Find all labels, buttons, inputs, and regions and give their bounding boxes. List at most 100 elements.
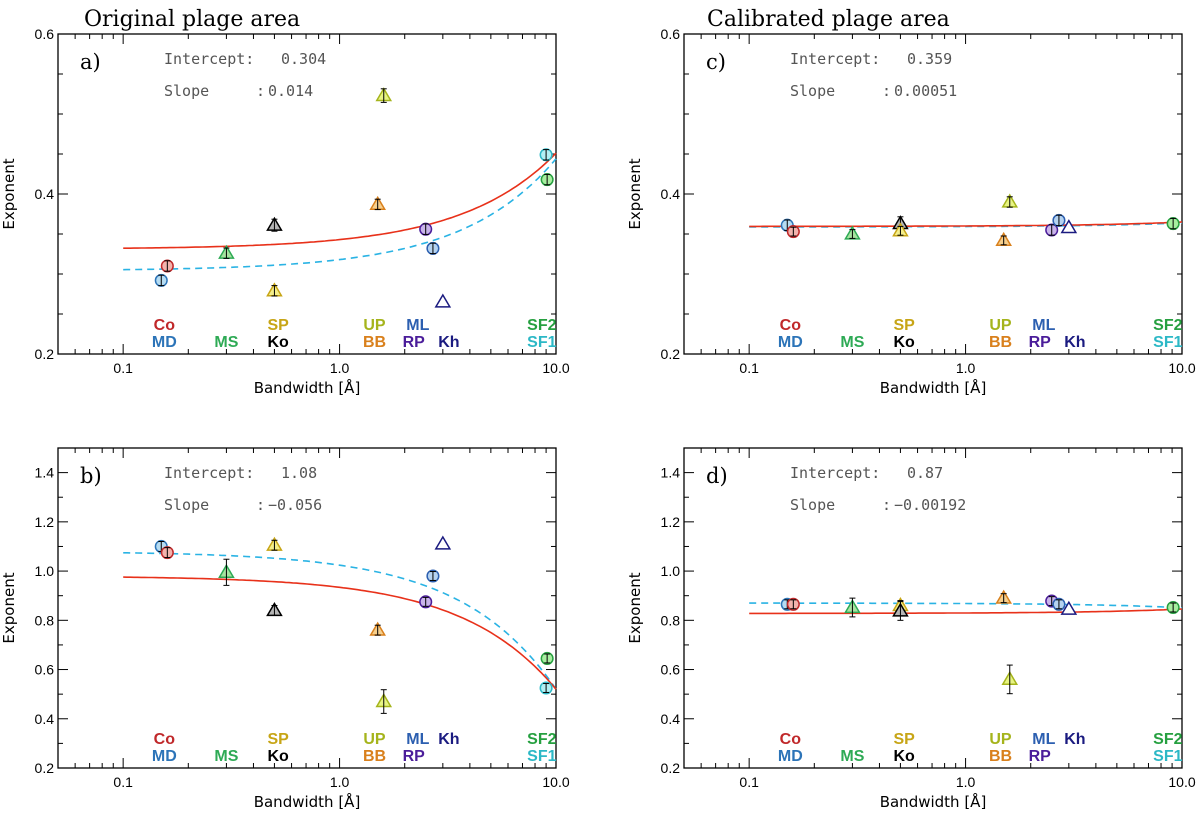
fit-curve-solid — [749, 608, 1183, 615]
instrument-label-SF2: SF2 — [1153, 317, 1182, 334]
y-tick-label: 0.2 — [35, 346, 55, 362]
y-tick-label: 1.4 — [661, 465, 681, 481]
data-point-Ko — [266, 601, 283, 617]
instrument-label-ML: ML — [406, 317, 429, 334]
fit-curve-dashed — [749, 602, 1183, 609]
y-tick-label: 0.6 — [35, 662, 55, 678]
intercept-label: Intercept: — [790, 464, 880, 482]
x-tick-label: 0.1 — [739, 360, 759, 376]
instrument-label-BB: BB — [989, 334, 1012, 351]
instrument-label-BB: BB — [989, 748, 1012, 765]
data-point-Kh — [434, 293, 452, 308]
instrument-label-RP: RP — [1029, 748, 1052, 765]
data-point-UP — [1001, 193, 1019, 208]
slope-value: 0.014 — [268, 82, 313, 100]
data-point-MS — [218, 558, 235, 586]
point-marker — [434, 535, 452, 550]
intercept-value: 0.87 — [907, 464, 943, 482]
data-point-SP — [266, 536, 283, 551]
instrument-label-MD: MD — [152, 748, 177, 765]
instrument-label-UP: UP — [989, 317, 1012, 334]
instrument-label-ML: ML — [406, 731, 429, 748]
x-axis-label: Bandwidth [Å] — [880, 378, 987, 397]
y-tick-label: 1.2 — [35, 514, 55, 530]
data-point-SP — [892, 222, 909, 237]
instrument-label-MS: MS — [214, 748, 238, 765]
instrument-label-Kh: Kh — [1064, 731, 1085, 748]
instrument-label-SP: SP — [267, 317, 289, 334]
plot-frame — [683, 447, 1183, 769]
data-point-SF2 — [540, 173, 554, 187]
instrument-label-ML: ML — [1032, 317, 1055, 334]
panel-a: 0.1 1.0 10.0 0.2 0.4 0.6 Bandwidth [Å] Exponent… — [0, 26, 570, 397]
instrument-label-Ko: Ko — [267, 748, 289, 765]
y-tick-label: 1.0 — [35, 563, 55, 579]
panel-label: a) — [80, 50, 101, 74]
x-tick-label: 1.0 — [956, 774, 976, 790]
slope-label: Slope — [164, 82, 209, 100]
data-point-UP — [375, 689, 393, 714]
instrument-label-RP: RP — [403, 334, 426, 351]
y-tick-label: 0.4 — [35, 711, 55, 727]
instrument-label-MD: MD — [152, 334, 177, 351]
data-point-Co — [786, 597, 800, 611]
instrument-label-SF1: SF1 — [1153, 748, 1182, 765]
y-tick-label: 0.2 — [661, 346, 681, 362]
data-point-ML — [426, 569, 440, 583]
data-point-RP — [1045, 223, 1059, 237]
fit-curve-dashed — [123, 552, 557, 690]
panel-d: 0.1 1.0 10.0 0.2 0.4 0.6 0.8 1.0 1.2 1.4 Bandwidth… — [626, 447, 1196, 811]
slope-colon: : — [256, 82, 265, 100]
y-tick-label: 0.6 — [35, 26, 55, 42]
instrument-label-SF1: SF1 — [527, 334, 556, 351]
instrument-label-BB: BB — [363, 748, 386, 765]
instrument-label-MS: MS — [214, 334, 238, 351]
x-tick-label: 10.0 — [1168, 774, 1195, 790]
y-tick-label: 0.4 — [35, 186, 55, 202]
instrument-label-Ko: Ko — [267, 334, 289, 351]
intercept-label: Intercept: — [164, 464, 254, 482]
panel-label: b) — [80, 464, 102, 488]
x-axis-label: Bandwidth [Å] — [254, 378, 361, 397]
instrument-label-MD: MD — [778, 334, 803, 351]
x-tick-label: 0.1 — [739, 774, 759, 790]
data-point-ML — [1052, 597, 1066, 611]
y-tick-label: 0.4 — [661, 186, 681, 202]
fit-curve-solid — [123, 576, 557, 690]
instrument-label-Kh: Kh — [438, 731, 459, 748]
instrument-label-Kh: Kh — [1064, 334, 1085, 351]
data-point-MS — [844, 225, 861, 240]
instrument-label-Kh: Kh — [438, 334, 459, 351]
panels-group: 0.1 1.0 10.0 0.2 0.4 0.6 Bandwidth [Å] Exponent… — [0, 26, 1196, 811]
panel-label: d) — [706, 464, 728, 488]
data-point-RP — [419, 595, 433, 609]
intercept-label: Intercept: — [790, 50, 880, 68]
y-tick-label: 1.4 — [35, 465, 55, 481]
y-axis-label: Exponent — [0, 158, 18, 229]
y-axis-label: Exponent — [626, 158, 644, 229]
slope-label: Slope — [790, 82, 835, 100]
y-axis-label: Exponent — [626, 572, 644, 643]
instrument-label-SP: SP — [893, 731, 915, 748]
instrument-label-SF2: SF2 — [527, 317, 556, 334]
intercept-label: Intercept: — [164, 50, 254, 68]
x-tick-label: 1.0 — [956, 360, 976, 376]
instrument-label-MS: MS — [840, 334, 864, 351]
y-tick-label: 0.8 — [661, 612, 681, 628]
x-tick-label: 10.0 — [542, 774, 569, 790]
x-tick-label: 0.1 — [113, 360, 133, 376]
instrument-label-RP: RP — [403, 748, 426, 765]
instrument-label-SF1: SF1 — [1153, 334, 1182, 351]
instrument-label-Co: Co — [780, 731, 802, 748]
data-point-MS — [844, 597, 861, 618]
point-marker — [434, 293, 452, 308]
data-point-ML — [1052, 213, 1066, 227]
x-axis-label: Bandwidth [Å] — [254, 792, 361, 811]
instrument-label-SP: SP — [267, 731, 289, 748]
instrument-label-Ko: Ko — [893, 748, 915, 765]
instrument-label-SF2: SF2 — [1153, 731, 1182, 748]
data-point-SP — [266, 282, 283, 297]
instrument-label-Co: Co — [780, 317, 802, 334]
data-point-Ko — [266, 216, 283, 232]
data-point-ML — [426, 241, 440, 255]
